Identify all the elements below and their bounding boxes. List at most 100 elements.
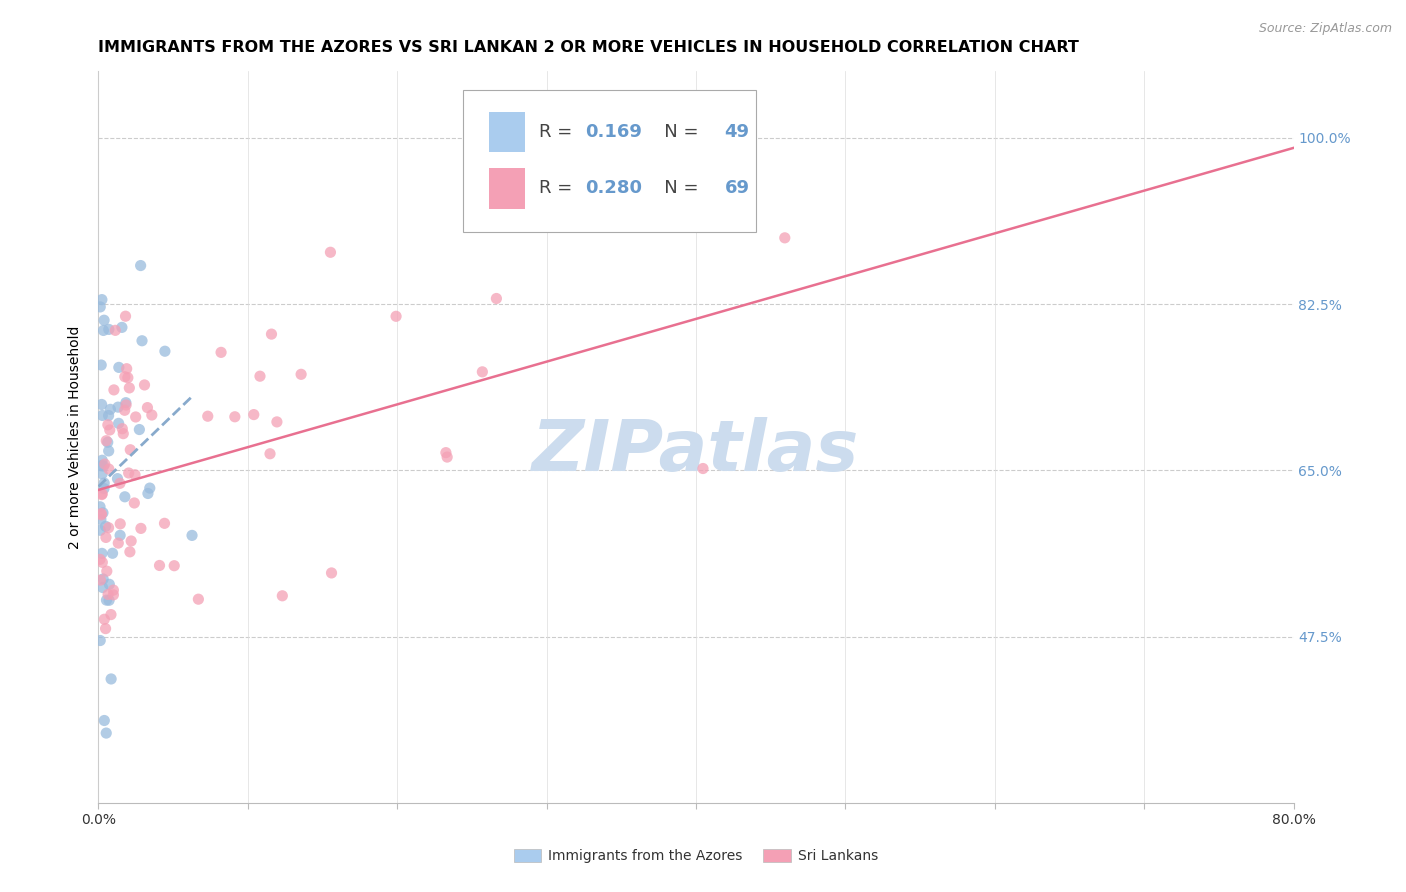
Point (90, 397, 112, 411)
Point (692, 461, 714, 475)
Point (485, 292, 508, 306)
Point (98, 577, 121, 591)
Point (96, 593, 118, 607)
Point (98, 423, 121, 437)
Bar (489, 169, 524, 209)
Point (93, 458, 115, 473)
Point (93, 612, 115, 626)
Point (93, 313, 115, 327)
Point (249, 369, 271, 384)
Point (94, 519, 117, 533)
Point (129, 521, 152, 535)
Point (128, 423, 150, 437)
Point (91, 487, 114, 501)
Point (111, 320, 134, 334)
Legend: Immigrants from the Azores, Sri Lankans: Immigrants from the Azores, Sri Lankans (508, 844, 884, 869)
Point (115, 398, 138, 412)
Point (93, 476, 115, 491)
Point (90, 458, 112, 473)
Point (117, 370, 139, 384)
Point (94, 622, 117, 636)
Point (259, 447, 281, 461)
Point (385, 310, 408, 324)
Point (93, 482, 115, 496)
Point (89, 300, 111, 314)
Point (97, 409, 120, 423)
Point (90, 512, 112, 526)
Point (96, 726, 118, 740)
Point (101, 546, 124, 560)
Point (118, 381, 141, 395)
Point (96, 564, 118, 578)
Point (141, 408, 163, 422)
Point (104, 323, 127, 337)
Point (89, 500, 111, 514)
Point (115, 361, 138, 376)
Point (100, 607, 122, 622)
Point (90, 508, 112, 522)
Point (187, 592, 209, 607)
Text: IMMIGRANTS FROM THE AZORES VS SRI LANKAN 2 OR MORE VEHICLES IN HOUSEHOLD CORRELA: IMMIGRANTS FROM THE AZORES VS SRI LANKAN… (98, 40, 1080, 55)
Text: 0.280: 0.280 (585, 179, 641, 197)
Point (120, 442, 142, 457)
Point (107, 400, 129, 414)
Point (97, 322, 120, 336)
Point (103, 588, 125, 602)
Point (136, 401, 159, 415)
Point (94, 530, 117, 544)
Point (134, 378, 156, 392)
Point (197, 409, 219, 424)
Point (181, 528, 204, 542)
Point (91, 572, 114, 586)
Point (98, 593, 121, 607)
Point (131, 334, 153, 348)
Point (89, 633, 111, 648)
Point (111, 422, 134, 436)
Point (93, 323, 115, 337)
Point (90, 507, 112, 521)
Point (118, 545, 141, 559)
Point (266, 415, 288, 429)
Point (89, 552, 111, 566)
Bar (489, 112, 524, 153)
Text: 49: 49 (724, 123, 749, 141)
Point (103, 383, 125, 397)
Point (96, 434, 118, 448)
Point (107, 472, 129, 486)
Point (114, 309, 136, 323)
Point (243, 408, 266, 422)
Point (100, 402, 122, 417)
Point (110, 516, 132, 531)
Point (471, 365, 494, 379)
Point (271, 589, 294, 603)
Point (290, 368, 312, 382)
Point (118, 466, 141, 480)
Point (91, 467, 114, 481)
Point (108, 528, 131, 542)
Point (124, 467, 146, 482)
Point (94, 457, 117, 471)
Point (91, 546, 114, 560)
Point (139, 481, 162, 495)
Text: 69: 69 (724, 179, 749, 197)
Point (108, 476, 131, 491)
Point (91, 409, 114, 423)
Point (97, 587, 120, 601)
Point (434, 445, 457, 459)
Point (124, 496, 146, 510)
Point (103, 583, 125, 598)
Text: 0.169: 0.169 (585, 123, 641, 141)
Point (97, 444, 120, 458)
Point (100, 672, 122, 686)
Point (224, 409, 246, 424)
Point (773, 231, 796, 245)
Point (91, 555, 114, 569)
Point (163, 558, 186, 573)
Point (91, 506, 114, 520)
Point (91, 453, 114, 467)
Point (97, 462, 120, 476)
Text: N =: N = (647, 123, 704, 141)
Point (89, 523, 111, 537)
Point (125, 409, 148, 424)
Text: Source: ZipAtlas.com: Source: ZipAtlas.com (1258, 22, 1392, 36)
